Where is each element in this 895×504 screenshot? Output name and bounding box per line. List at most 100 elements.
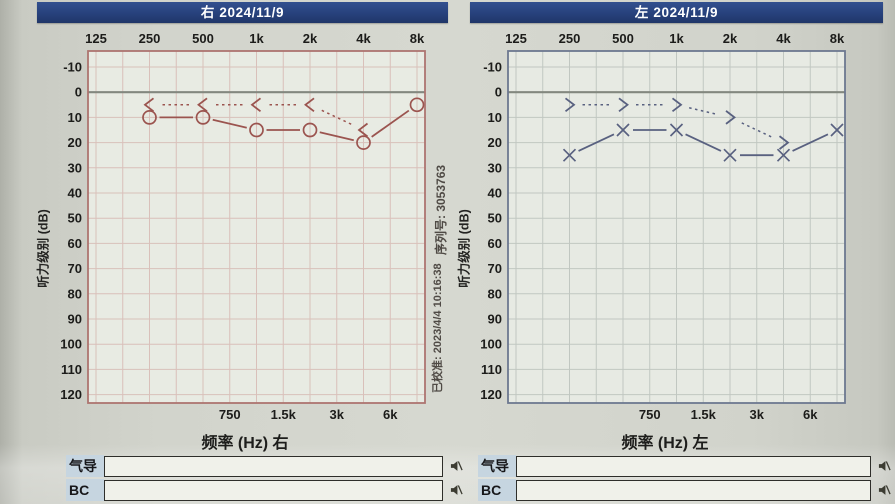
right-ear-y-axis-title: 听力级别 (dB) (36, 209, 51, 288)
x-axis-minor-tick-label: 1.5k (271, 407, 297, 422)
right-ear-title: 右 2024/11/9 (200, 5, 285, 20)
air-conduction-circle-marker (195, 110, 211, 125)
air-conduction-label: 气导 (66, 455, 104, 477)
y-axis-tick-label: 90 (488, 312, 502, 327)
bone-conduction-right-chevron-marker (671, 97, 683, 113)
y-axis-tick-label: 0 (75, 85, 82, 100)
x-axis-major-tick-label: 125 (505, 31, 527, 46)
left-ear-y-axis-title: 听力级别 (dB) (457, 209, 472, 288)
y-axis-tick-label: 30 (68, 160, 82, 175)
air_conduction-segment (685, 133, 722, 152)
air-conduction-row: 气导 (66, 454, 464, 478)
x-axis-minor-tick-label: 750 (219, 407, 241, 422)
x-axis-major-tick-label: 2k (303, 31, 318, 46)
air_conduction-segment (319, 131, 354, 142)
air-conduction-x-marker (723, 148, 737, 162)
left-ear-x-axis-title: 频率 (Hz) 左 (621, 435, 709, 452)
bone-conduction-row: BC (478, 478, 892, 502)
bone-conduction-right-chevron-marker (725, 110, 736, 125)
air-conduction-row: 气导 (478, 454, 892, 478)
air-conduction-field (516, 455, 871, 477)
bone-conduction-row: BC (66, 478, 464, 502)
y-axis-tick-label: 100 (480, 337, 502, 352)
muted-speaker-icon (448, 484, 464, 496)
bone-conduction-right-chevron-marker (618, 97, 629, 113)
x-axis-major-tick-label: 2k (723, 31, 738, 46)
air-conduction-circle-marker (409, 97, 425, 113)
air_conduction-segment (578, 133, 615, 152)
left-ear-title: 左 2024/11/9 (634, 5, 719, 20)
y-axis-tick-label: 60 (68, 236, 82, 251)
x-axis-minor-tick-label: 6k (803, 407, 818, 422)
bone-conduction-label: BC (478, 479, 516, 501)
y-axis-tick-label: 70 (488, 261, 502, 276)
air-conduction-field (104, 455, 443, 477)
air-conduction-x-marker (776, 148, 791, 162)
air_conduction-segment (792, 133, 829, 152)
left-ear-conduction-rows: 气导 BC (478, 454, 892, 502)
y-axis-tick-label: 100 (60, 337, 82, 352)
bone-conduction-right-chevron-marker (564, 97, 576, 113)
bone-conduction-left-chevron-marker (357, 122, 369, 138)
left-ear-panel: 左 2024/11/9 听力级别 (dB) 125 250 500 1k 2k 4k 8k 7… (458, 2, 894, 502)
y-axis-tick-label: 80 (488, 286, 502, 301)
right-ear-panel: 右 2024/11/9 听力级别 (dB) 125 250 500 1k 2k 4k 8k 7… (36, 2, 466, 502)
right-ear-title-bar: 右 2024/11/9 (37, 2, 448, 23)
air-conduction-circle-marker (249, 122, 264, 138)
y-axis-tick-label: 120 (480, 387, 502, 402)
bone-conduction-left-chevron-marker (250, 97, 262, 113)
muted-speaker-icon (876, 484, 892, 496)
muted-speaker-icon (876, 460, 892, 472)
x-axis-major-tick-label: 125 (85, 31, 107, 46)
x-axis-major-tick-label: 8k (830, 31, 845, 46)
air-conduction-label: 气导 (478, 455, 516, 477)
y-axis-tick-label: -10 (483, 60, 502, 75)
y-axis-tick-label: 60 (488, 236, 502, 251)
bone-conduction-field (516, 479, 871, 501)
y-axis-tick-label: 20 (488, 135, 502, 150)
air-conduction-circle-marker (302, 122, 318, 138)
bone-conduction-left-chevron-marker (197, 97, 208, 113)
x-axis-minor-tick-label: 750 (639, 407, 661, 422)
bone-conduction-label: BC (66, 479, 104, 501)
y-axis-tick-label: 90 (68, 312, 82, 327)
left-ear-audiogram-chart: 125 250 500 1k 2k 4k 8k 750 1.5k 3k 6k -10 0 10 20 30 40… (480, 31, 846, 422)
serial-number-annotation: 序列号: 3053763 (434, 164, 448, 255)
right-ear-conduction-rows: 气导 BC (66, 454, 464, 502)
y-axis-tick-label: 80 (68, 286, 82, 301)
x-axis-major-tick-label: 250 (139, 31, 161, 46)
x-axis-minor-tick-label: 3k (330, 407, 345, 422)
air-conduction-x-marker (830, 123, 844, 137)
y-axis-tick-label: 10 (68, 110, 82, 125)
x-axis-minor-tick-label: 1.5k (691, 407, 717, 422)
y-axis-tick-label: -10 (63, 60, 82, 75)
x-axis-major-tick-label: 4k (356, 31, 371, 46)
y-axis-tick-label: 40 (488, 186, 502, 201)
y-axis-tick-label: 0 (495, 85, 502, 100)
y-axis-tick-label: 70 (68, 261, 82, 276)
air_conduction-segment (212, 118, 247, 129)
y-axis-tick-label: 110 (61, 362, 82, 377)
y-axis-tick-label: 40 (68, 186, 82, 201)
plot-border (87, 50, 426, 404)
y-axis-tick-label: 50 (68, 211, 82, 226)
x-axis-major-tick-label: 4k (776, 31, 791, 46)
air-conduction-circle-marker (142, 110, 157, 125)
plot-border (507, 50, 846, 404)
y-axis-tick-label: 110 (481, 362, 502, 377)
bone-conduction-left-chevron-marker (304, 97, 315, 113)
air-conduction-x-marker (616, 123, 630, 137)
x-axis-major-tick-label: 250 (559, 31, 581, 46)
muted-speaker-icon (448, 460, 464, 472)
bone-conduction-field (104, 479, 443, 501)
x-axis-major-tick-label: 1k (669, 31, 684, 46)
right-ear-audiogram-chart: 125 250 500 1k 2k 4k 8k 750 1.5k 3k 6k -10 0 10 20 30 40… (60, 31, 426, 422)
air_conduction-segment (371, 109, 410, 138)
x-axis-minor-tick-label: 6k (383, 407, 398, 422)
x-axis-major-tick-label: 8k (410, 31, 425, 46)
air-conduction-x-marker (562, 148, 577, 162)
y-axis-tick-label: 120 (60, 387, 82, 402)
x-axis-major-tick-label: 500 (612, 31, 634, 46)
bone-conduction-right-chevron-marker (778, 135, 790, 150)
x-axis-minor-tick-label: 3k (750, 407, 765, 422)
